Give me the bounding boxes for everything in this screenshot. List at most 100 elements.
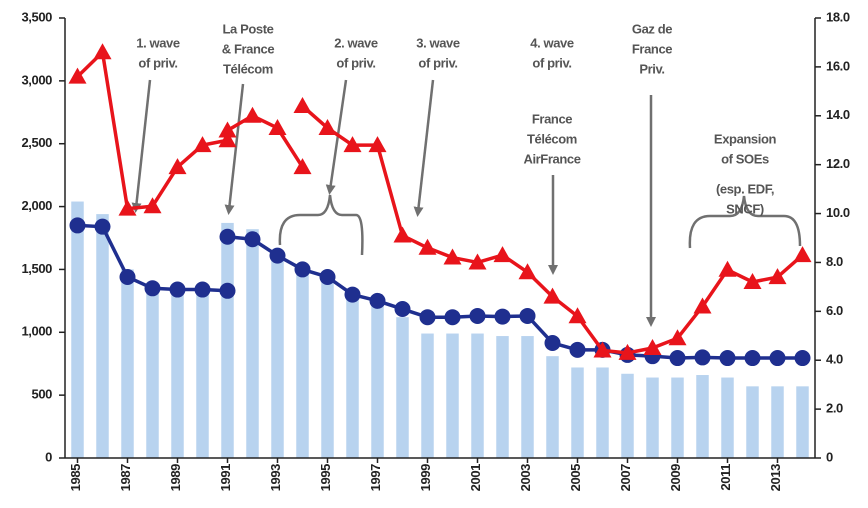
annotation: of SOEs — [721, 151, 769, 166]
marker — [718, 260, 737, 277]
bar — [246, 229, 259, 458]
marker — [393, 226, 412, 243]
marker — [643, 339, 662, 355]
marker — [494, 308, 511, 325]
marker — [218, 121, 237, 138]
bar — [521, 336, 534, 458]
y-tick-label: 0 — [45, 449, 52, 464]
marker — [719, 350, 736, 367]
bar — [621, 373, 634, 458]
marker — [394, 301, 411, 318]
marker — [569, 341, 586, 358]
marker — [368, 136, 387, 153]
marker — [519, 307, 536, 324]
marker — [144, 280, 161, 297]
marker — [769, 350, 786, 367]
bar — [671, 377, 684, 458]
x-tick-label: 1991 — [218, 464, 233, 491]
marker — [568, 307, 587, 324]
annotation: of priv. — [336, 55, 375, 70]
bar — [596, 367, 609, 458]
y2-tick-label: 12.0 — [826, 156, 850, 171]
marker — [768, 268, 787, 285]
marker — [318, 119, 337, 135]
marker — [268, 119, 287, 135]
marker — [69, 217, 86, 234]
bar — [446, 333, 459, 458]
marker — [593, 341, 612, 358]
bar — [771, 386, 784, 458]
x-tick-label: 1997 — [368, 464, 383, 491]
annotation: AirFrance — [523, 151, 580, 166]
annotation: Télécom — [223, 61, 273, 76]
marker — [794, 350, 811, 367]
y2-tick-label: 2.0 — [826, 401, 843, 416]
y-tick-label: 1,500 — [21, 261, 52, 276]
bar — [571, 367, 584, 458]
marker — [693, 297, 712, 314]
bar — [146, 284, 159, 458]
x-tick-label: 1987 — [118, 464, 133, 491]
marker — [168, 158, 187, 175]
marker — [143, 197, 162, 214]
lines — [68, 43, 812, 367]
x-tick-label: 2003 — [518, 464, 533, 491]
x-tick-label: 1985 — [68, 464, 83, 491]
marker — [468, 253, 487, 270]
marker — [219, 228, 236, 245]
marker — [118, 199, 137, 216]
marker — [694, 349, 711, 366]
annotation: 1. wave — [136, 35, 180, 50]
bar — [171, 288, 184, 458]
y-tick-label: 3,500 — [21, 9, 52, 24]
bar — [746, 386, 759, 458]
y2-tick-label: 0 — [826, 449, 833, 464]
x-tick-label: 1999 — [418, 464, 433, 491]
marker — [369, 292, 386, 309]
x-tick-label: 2005 — [568, 464, 583, 491]
marker — [419, 309, 436, 326]
marker — [443, 248, 462, 265]
x-tick-label: 1993 — [268, 464, 283, 491]
annotation: of priv. — [532, 55, 571, 70]
y2-tick-label: 18.0 — [826, 9, 850, 24]
bar — [421, 333, 434, 458]
marker — [544, 334, 561, 351]
marker — [193, 136, 212, 153]
annotation: Expansion — [714, 131, 777, 146]
marker — [744, 350, 761, 367]
marker — [668, 329, 687, 346]
bar — [696, 375, 709, 458]
y-tick-label: 500 — [32, 387, 53, 402]
y2-tick-label: 8.0 — [826, 254, 843, 269]
bar — [371, 300, 384, 458]
arrow — [131, 79, 152, 213]
marker — [219, 282, 236, 299]
bar — [96, 214, 109, 458]
bar — [471, 333, 484, 458]
y2-tick-label: 4.0 — [826, 352, 843, 367]
bar — [196, 288, 209, 458]
bar — [221, 222, 234, 458]
marker — [119, 268, 136, 285]
bar — [496, 336, 509, 458]
y2-tick-label: 16.0 — [826, 58, 850, 73]
marker — [218, 131, 237, 148]
annotation: of priv. — [418, 55, 457, 70]
marker — [343, 136, 362, 153]
y2-tick-label: 6.0 — [826, 303, 843, 318]
marker — [244, 231, 261, 248]
annotation: SNCF) — [726, 201, 764, 216]
annotation: France — [532, 111, 572, 126]
marker — [68, 67, 87, 84]
y-tick-label: 2,500 — [21, 135, 52, 150]
line — [77, 223, 803, 360]
bars — [71, 201, 809, 459]
marker — [319, 268, 336, 285]
marker — [293, 97, 312, 113]
bar — [296, 266, 309, 458]
x-tick-label: 2009 — [668, 464, 683, 491]
annotation: & France — [222, 41, 275, 56]
axes: 0 500 1,000 1,500 2,000 2,500 3,000 3,500 0 2.0 4.… — [21, 9, 850, 491]
